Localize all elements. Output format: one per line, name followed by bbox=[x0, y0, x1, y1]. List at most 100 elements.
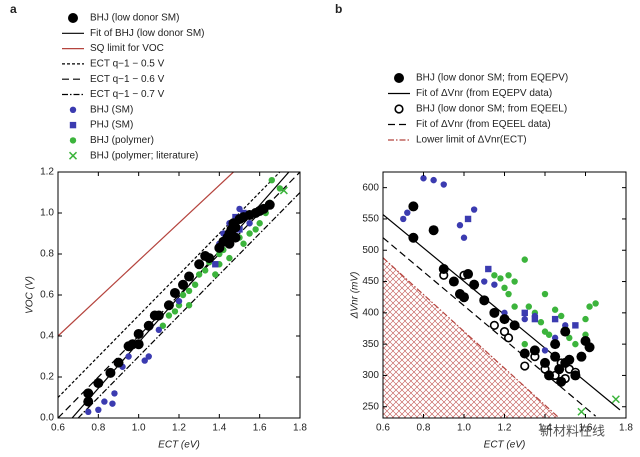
y-tick-label: 0.2 bbox=[40, 372, 54, 383]
marker bbox=[544, 370, 555, 381]
legend-label: Lower limit of ΔVnr(ECT) bbox=[416, 135, 527, 146]
marker bbox=[470, 206, 478, 213]
marker bbox=[133, 328, 144, 339]
y-tick-label: 250 bbox=[362, 401, 379, 412]
marker bbox=[440, 181, 447, 188]
marker bbox=[511, 303, 518, 310]
y-axis-label: ΔVnr (mV) bbox=[350, 272, 361, 320]
y-tick-label: 0.4 bbox=[40, 331, 54, 342]
marker bbox=[404, 209, 411, 216]
marker bbox=[584, 342, 595, 353]
marker bbox=[194, 259, 205, 270]
marker bbox=[212, 261, 219, 268]
y-tick-label: 350 bbox=[362, 339, 379, 350]
marker bbox=[521, 309, 528, 317]
legend-label: BHJ (polymer; literature) bbox=[90, 150, 198, 161]
x-axis-label: ECT (eV) bbox=[484, 440, 526, 451]
x-tick-label: 1.4 bbox=[212, 423, 226, 434]
marker bbox=[554, 364, 565, 375]
marker bbox=[101, 398, 108, 405]
x-tick-label: 0.6 bbox=[376, 423, 390, 434]
marker bbox=[420, 175, 427, 182]
marker bbox=[560, 326, 571, 337]
line bbox=[58, 172, 281, 398]
marker bbox=[428, 225, 439, 236]
marker bbox=[558, 312, 565, 320]
legend-label: BHJ (low donor SM; from EQEEL) bbox=[416, 104, 567, 115]
marker bbox=[460, 234, 468, 241]
marker bbox=[505, 272, 512, 279]
marker bbox=[169, 287, 180, 298]
marker bbox=[109, 400, 116, 407]
y-tick-label: 500 bbox=[362, 245, 379, 256]
marker bbox=[551, 315, 559, 323]
watermark: 新材料在线 bbox=[540, 423, 605, 438]
marker bbox=[545, 331, 553, 338]
marker bbox=[566, 334, 573, 342]
marker bbox=[582, 315, 589, 323]
marker bbox=[511, 278, 518, 285]
marker bbox=[226, 254, 233, 262]
marker bbox=[153, 310, 164, 321]
marker bbox=[550, 339, 561, 350]
marker bbox=[165, 312, 173, 319]
marker bbox=[236, 205, 243, 213]
marker bbox=[586, 303, 593, 310]
marker bbox=[141, 357, 148, 364]
marker bbox=[570, 370, 581, 381]
marker bbox=[529, 345, 540, 356]
legend-label: BHJ (polymer) bbox=[90, 135, 154, 146]
legend-label: SQ limit for VOC bbox=[90, 43, 164, 54]
y-tick-label: 0.0 bbox=[40, 413, 54, 424]
legend-label: Fit of BHJ (low donor SM) bbox=[90, 28, 204, 39]
marker bbox=[491, 281, 498, 288]
marker bbox=[560, 357, 571, 368]
legend-marker bbox=[68, 151, 78, 160]
panel-label: a bbox=[10, 2, 17, 16]
x-tick-label: 1.2 bbox=[498, 423, 512, 434]
marker bbox=[525, 303, 532, 310]
marker bbox=[481, 278, 488, 285]
marker bbox=[521, 340, 528, 348]
x-tick-label: 1.2 bbox=[172, 423, 186, 434]
marker bbox=[195, 271, 203, 278]
marker bbox=[240, 240, 247, 247]
marker bbox=[577, 407, 586, 416]
y-tick-label: 0.6 bbox=[40, 290, 54, 301]
panel-label: b bbox=[335, 2, 342, 16]
line bbox=[58, 172, 234, 337]
marker bbox=[592, 300, 599, 307]
marker bbox=[469, 279, 480, 290]
marker bbox=[489, 320, 499, 330]
x-tick-label: 1.6 bbox=[253, 423, 267, 434]
marker bbox=[155, 326, 163, 334]
y-tick-label: 450 bbox=[362, 276, 379, 287]
marker bbox=[224, 238, 235, 249]
marker bbox=[611, 395, 620, 404]
marker bbox=[143, 320, 154, 331]
marker bbox=[550, 351, 561, 362]
x-axis-label: ECT (eV) bbox=[158, 440, 200, 451]
marker bbox=[408, 232, 419, 243]
legend-marker bbox=[69, 106, 77, 114]
marker bbox=[499, 314, 510, 325]
legend-label: ECT q−1 − 0.6 V bbox=[90, 74, 165, 85]
marker bbox=[464, 215, 472, 223]
legend-label: ECT q−1 − 0.5 V bbox=[90, 59, 165, 70]
y-tick-label: 550 bbox=[362, 214, 379, 225]
x-tick-label: 1.4 bbox=[538, 423, 552, 434]
marker bbox=[230, 222, 241, 233]
marker bbox=[202, 267, 209, 274]
marker bbox=[572, 322, 579, 329]
marker bbox=[93, 378, 104, 389]
legend-marker bbox=[394, 73, 404, 83]
legend-label: ECT q−1 − 0.7 V bbox=[90, 89, 165, 100]
x-tick-label: 1.8 bbox=[619, 423, 633, 434]
x-tick-label: 1.0 bbox=[457, 423, 471, 434]
marker bbox=[105, 367, 116, 378]
x-tick-label: 0.6 bbox=[51, 423, 65, 434]
marker bbox=[184, 271, 195, 282]
line bbox=[383, 257, 560, 418]
marker bbox=[438, 264, 449, 275]
